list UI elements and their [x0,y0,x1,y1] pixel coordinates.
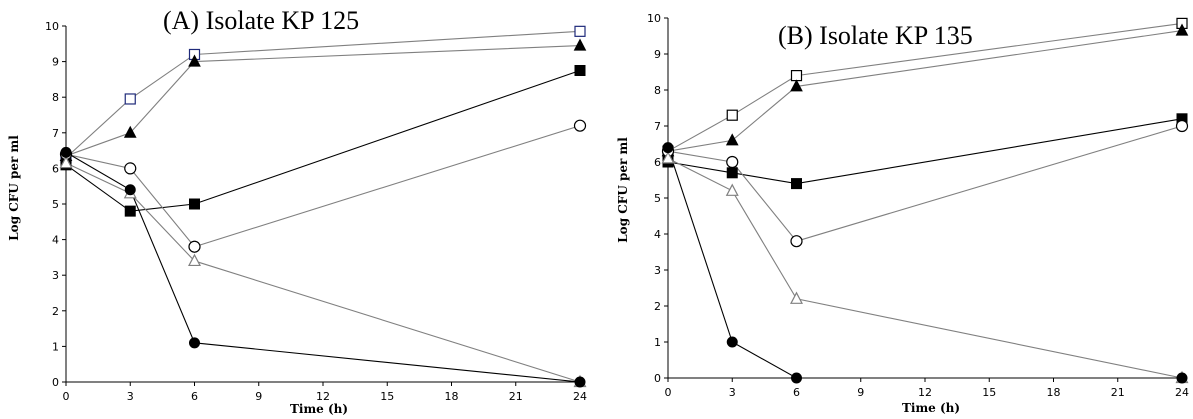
data-point-a-6 [125,185,135,195]
data-point-b-6 [1177,373,1187,383]
y-tick-label-b: 7 [654,120,661,133]
x-tick-label-a: 21 [509,390,523,403]
y-tick-label-a: 0 [52,376,59,389]
data-point-b-4 [1177,121,1188,132]
series-line-b-3 [668,119,1182,184]
series-line-a-4 [66,126,580,247]
y-tick-label-a: 2 [52,305,59,318]
series-line-b-4 [668,126,1182,241]
y-tick-label-a: 9 [52,56,59,69]
data-point-b-4 [727,157,738,168]
y-tick-label-b: 5 [654,192,661,205]
data-point-a-3 [190,199,200,209]
data-point-b-5 [727,185,738,196]
series-line-b-6 [668,148,1182,378]
data-point-a-2 [575,40,586,51]
data-point-a-6 [575,377,585,387]
data-point-a-6 [190,338,200,348]
data-point-b-1 [792,71,802,81]
x-tick-label-a: 12 [316,390,330,403]
chart-panel-b: (B) Isolate KP 135 Log CFU per ml Time (… [616,12,1189,415]
x-tick-label-b: 15 [982,386,996,399]
series-line-a-1 [66,31,580,157]
x-tick-label-b: 24 [1175,386,1189,399]
x-tick-label-b: 9 [857,386,864,399]
x-tick-label-a: 15 [380,390,394,403]
y-tick-label-b: 6 [654,156,661,169]
y-tick-label-b: 10 [647,12,661,25]
series-line-a-3 [66,71,580,212]
x-tick-label-b: 3 [729,386,736,399]
x-axis-label-a: Time (h) [290,402,348,416]
x-tick-label-a: 24 [573,390,587,403]
y-tick-label-a: 3 [52,269,59,282]
x-tick-label-a: 0 [63,390,70,403]
y-tick-label-a: 6 [52,162,59,175]
data-point-b-6 [727,337,737,347]
data-point-a-1 [575,26,585,36]
y-tick-label-b: 3 [654,264,661,277]
y-tick-label-a: 10 [45,20,59,33]
x-tick-label-a: 6 [191,390,198,403]
data-point-b-1 [727,110,737,120]
chart-title-a: (A) Isolate KP 125 [163,6,359,35]
chart-panel-a: (A) Isolate KP 125 Log CFU per ml Time (… [7,6,587,416]
y-tick-label-b: 2 [654,300,661,313]
series-line-b-5 [668,158,1182,378]
data-point-a-3 [125,206,135,216]
data-point-a-6 [61,147,71,157]
series-line-a-5 [66,163,580,382]
data-point-a-4 [125,163,136,174]
data-point-b-2 [727,134,738,145]
data-point-b-3 [792,179,802,189]
y-tick-label-a: 4 [52,234,59,247]
x-tick-label-b: 12 [918,386,932,399]
y-tick-label-a: 5 [52,198,59,211]
y-tick-label-b: 1 [654,336,661,349]
data-point-b-4 [791,236,802,247]
y-tick-label-a: 7 [52,127,59,140]
y-tick-label-b: 0 [654,372,661,385]
data-point-b-3 [727,168,737,178]
y-axis-label-b: Log CFU per ml [616,137,630,243]
data-point-a-3 [575,66,585,76]
x-tick-label-b: 0 [665,386,672,399]
x-tick-label-b: 18 [1047,386,1061,399]
data-point-a-1 [125,94,135,104]
y-tick-label-a: 8 [52,91,59,104]
data-point-b-6 [792,373,802,383]
y-tick-label-a: 1 [52,340,59,353]
y-tick-label-b: 9 [654,48,661,61]
x-tick-label-a: 9 [255,390,262,403]
data-point-a-4 [189,241,200,252]
data-point-a-4 [575,120,586,131]
x-tick-label-a: 18 [445,390,459,403]
y-tick-label-b: 8 [654,84,661,97]
series-line-a-2 [66,46,580,156]
chart-title-b: (B) Isolate KP 135 [778,21,973,50]
y-axis-label-a: Log CFU per ml [7,135,21,241]
x-axis-label-b: Time (h) [902,401,960,415]
x-tick-label-a: 3 [127,390,134,403]
x-tick-label-b: 6 [793,386,800,399]
data-point-b-5 [791,293,802,304]
series-line-a-6 [66,152,580,382]
x-tick-label-b: 21 [1111,386,1125,399]
data-point-b-6 [663,143,673,153]
y-tick-label-b: 4 [654,228,661,241]
